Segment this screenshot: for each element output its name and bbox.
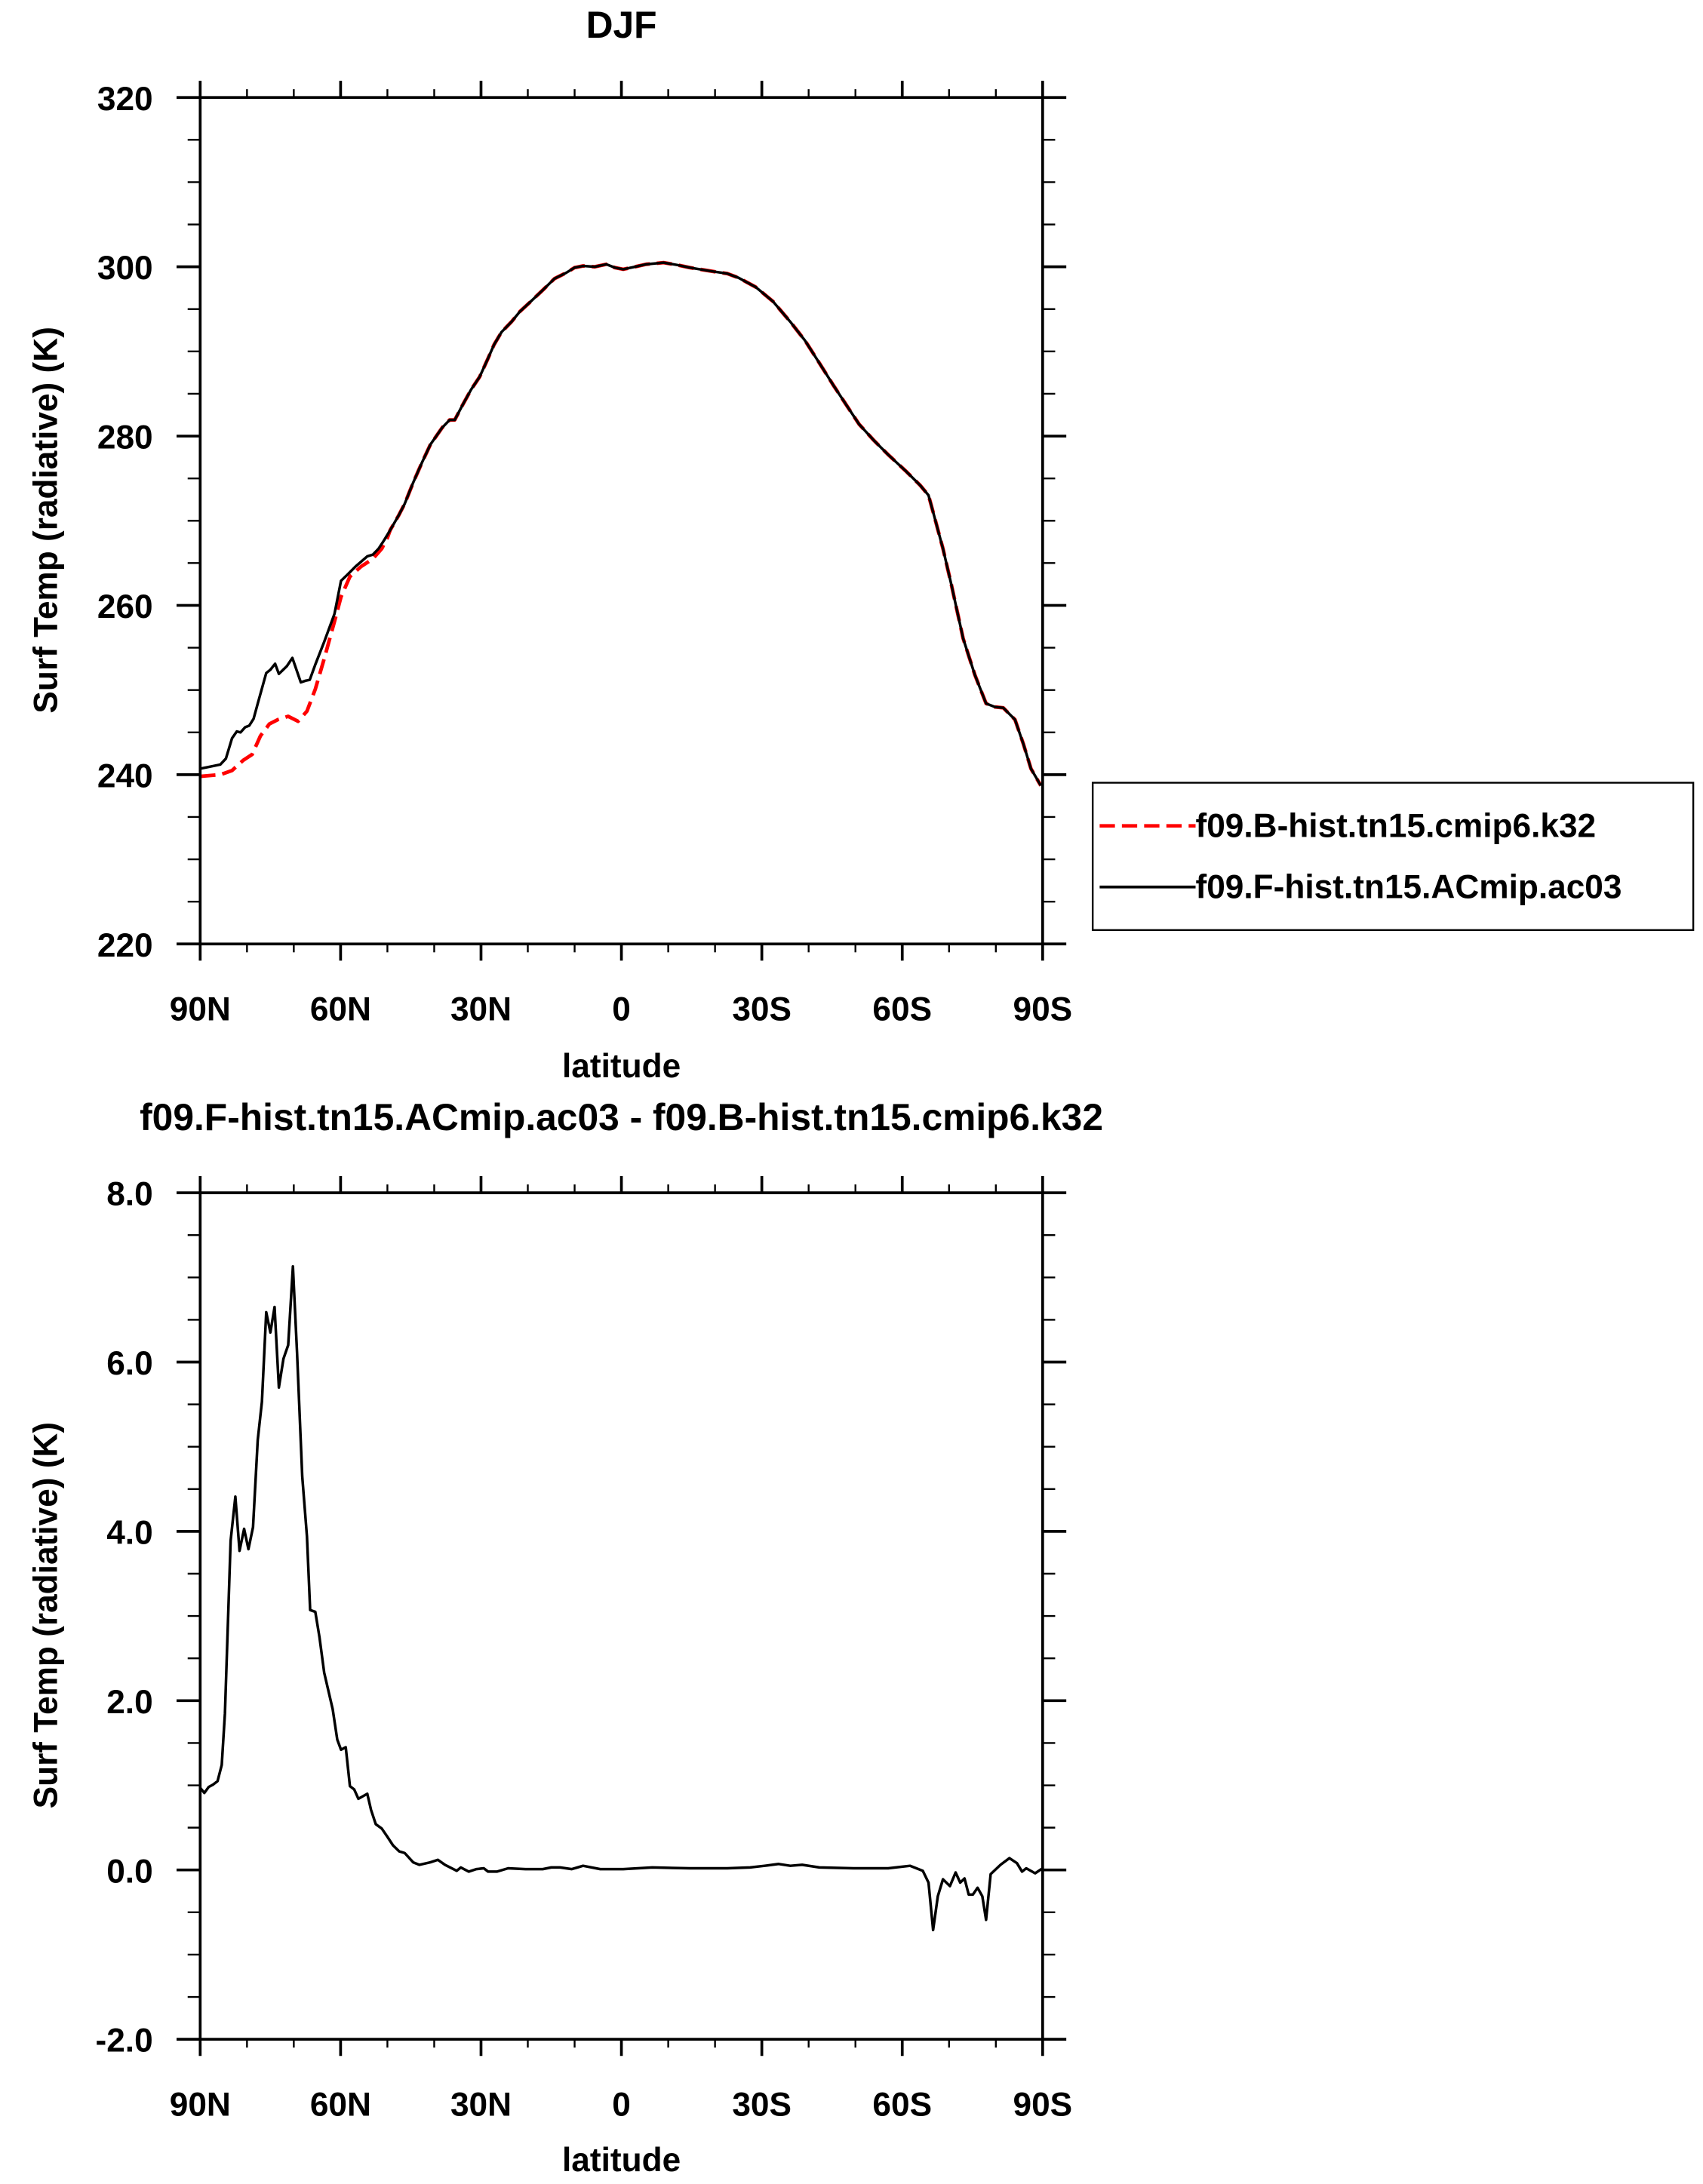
- x-tick-label: 0: [612, 991, 631, 1028]
- chart-title: f09.F-hist.tn15.ACmip.ac03 - f09.B-hist.…: [140, 1096, 1103, 1138]
- x-tick-label: 30N: [450, 2086, 512, 2123]
- y-tick-label: 2.0: [106, 1684, 152, 1721]
- x-axis-label: latitude: [562, 1048, 681, 1085]
- x-tick-label: 60N: [310, 991, 371, 1028]
- y-tick-label: -2.0: [95, 2023, 152, 2060]
- x-tick-label: 90S: [1013, 991, 1073, 1028]
- legend-label-cmip6: f09.B-hist.tn15.cmip6.k32: [1196, 807, 1597, 844]
- y-tick-label: 240: [97, 757, 153, 794]
- x-tick-label: 0: [612, 2086, 631, 2123]
- x-tick-label: 30N: [450, 991, 512, 1028]
- y-axis-label: Surf Temp (radiative) (K): [28, 327, 65, 713]
- y-tick-label: 260: [97, 588, 153, 625]
- y-tick-label: 8.0: [106, 1176, 152, 1213]
- climatology-panel: DJF latitude Surf Temp (radiative) (K) f…: [28, 4, 1695, 1085]
- difference-panel: f09.F-hist.tn15.ACmip.ac03 - f09.B-hist.…: [28, 1096, 1103, 2179]
- series-line-0: [200, 260, 1043, 787]
- legend: f09.B-hist.tn15.cmip6.k32 f09.F-hist.tn1…: [1091, 782, 1695, 932]
- plot-frame: [198, 1191, 1044, 2041]
- y-axis-label: Surf Temp (radiative) (K): [28, 1422, 65, 1808]
- legend-box: [1091, 782, 1695, 932]
- y-tick-label: 0.0: [106, 1853, 152, 1890]
- plot-frame: [198, 96, 1044, 946]
- legend-label-acmip: f09.F-hist.tn15.ACmip.ac03: [1196, 868, 1622, 905]
- y-tick-label: 320: [97, 81, 153, 118]
- chart-title: DJF: [586, 4, 657, 46]
- y-tick-label: 6.0: [106, 1345, 152, 1382]
- x-axis-label: latitude: [562, 2142, 681, 2179]
- y-tick-label: 300: [97, 250, 153, 287]
- y-tick-label: 4.0: [106, 1514, 152, 1551]
- series-line-1: [199, 261, 1042, 787]
- x-tick-label: 30S: [732, 991, 792, 1028]
- x-tick-label: 90S: [1013, 2086, 1073, 2123]
- x-tick-label: 30S: [732, 2086, 792, 2123]
- x-tick-label: 90N: [170, 991, 231, 1028]
- y-tick-label: 280: [97, 419, 153, 456]
- series-line-0: [198, 1264, 1044, 1932]
- x-tick-label: 90N: [170, 2086, 231, 2123]
- x-tick-label: 60N: [310, 2086, 371, 2123]
- x-tick-label: 60S: [872, 991, 932, 1028]
- x-tick-label: 60S: [872, 2086, 932, 2123]
- y-tick-label: 220: [97, 927, 153, 964]
